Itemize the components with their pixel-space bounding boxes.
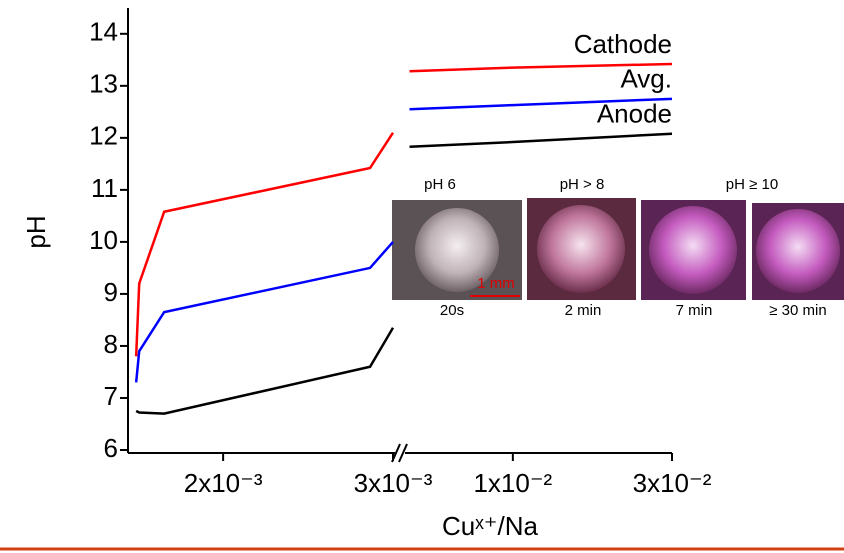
- x-axis-label: Cuˣ⁺/Na: [442, 511, 538, 541]
- series-label: Anode: [597, 99, 672, 129]
- time-label: 2 min: [565, 302, 602, 319]
- inset-photos: [392, 198, 844, 300]
- y-tick-label: 7: [104, 381, 118, 411]
- series-line: [135, 327, 395, 415]
- y-tick-label: 9: [104, 277, 118, 307]
- y-tick-label: 6: [104, 433, 118, 463]
- ph-label: pH > 8: [560, 176, 605, 193]
- ph-label: pH ≥ 10: [726, 176, 778, 193]
- series-line: [134, 131, 395, 357]
- series-label: Cathode: [574, 29, 672, 59]
- series-line: [409, 132, 673, 148]
- y-tick-label: 8: [104, 329, 118, 359]
- photo-well: [756, 209, 840, 293]
- ph-label: pH 6: [424, 176, 456, 193]
- series-line: [134, 241, 394, 383]
- y-tick-label: 14: [89, 17, 118, 47]
- time-label: 20s: [440, 302, 464, 319]
- scale-bar-label: 1 mm: [477, 275, 515, 292]
- time-label: ≥ 30 min: [769, 302, 826, 319]
- photo-well: [415, 208, 499, 292]
- y-tick-label: 11: [91, 173, 118, 203]
- series-line: [409, 62, 673, 73]
- time-label: 7 min: [676, 302, 713, 319]
- x-tick-label: 1x10⁻²: [473, 468, 552, 498]
- y-tick-label: 13: [89, 69, 118, 99]
- x-tick-label: 2x10⁻³: [184, 468, 263, 498]
- x-tick-label: 3x10⁻³: [354, 468, 433, 498]
- y-axis-label: pH: [21, 215, 51, 248]
- photo-well: [649, 206, 737, 294]
- axis-break: [391, 443, 408, 463]
- x-tick-label: 3x10⁻²: [633, 468, 712, 498]
- series-label: Avg.: [620, 64, 672, 94]
- y-tick-label: 10: [89, 225, 118, 255]
- series-line: [409, 97, 673, 111]
- photo-well: [537, 205, 625, 293]
- y-tick-label: 12: [89, 121, 118, 151]
